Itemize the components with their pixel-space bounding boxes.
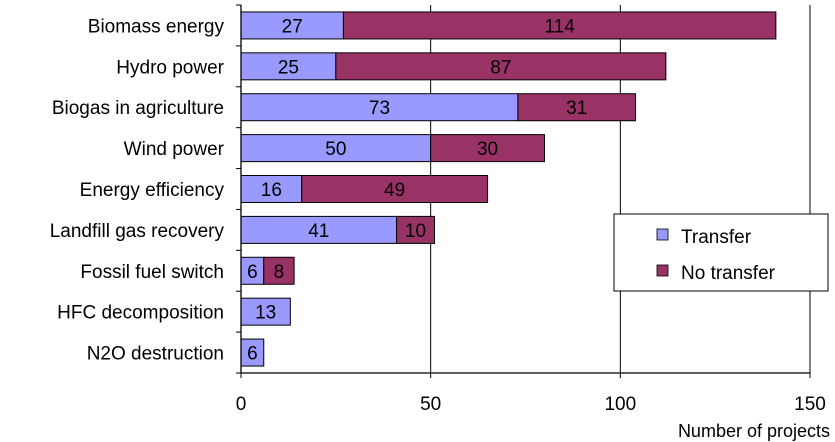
data-label-0-8: 6 bbox=[247, 344, 258, 365]
category-label-8: N2O destruction bbox=[87, 344, 224, 365]
category-label-7: HFC decomposition bbox=[57, 303, 224, 324]
data-label-1-2: 31 bbox=[566, 98, 587, 119]
data-label-0-3: 50 bbox=[325, 139, 346, 160]
data-label-0-5: 41 bbox=[308, 221, 329, 242]
category-labels: Biomass energy Hydro power Biogas in agric… bbox=[50, 16, 225, 364]
bar-1-4 bbox=[301, 175, 489, 203]
bar-1-3 bbox=[430, 134, 545, 163]
axes bbox=[236, 4, 811, 378]
bar-0-7 bbox=[240, 297, 291, 326]
data-label-0-0: 27 bbox=[282, 16, 303, 37]
category-label-3: Wind power bbox=[124, 139, 225, 160]
data-label-0-2: 73 bbox=[369, 98, 390, 119]
bar-1-6 bbox=[263, 256, 295, 285]
data-label-1-3: 30 bbox=[477, 139, 498, 160]
category-label-0: Biomass energy bbox=[88, 16, 225, 37]
tick-labels: 0 50 100 150 bbox=[236, 394, 826, 415]
bar-0-0 bbox=[240, 11, 344, 40]
data-label-0-7: 13 bbox=[255, 303, 276, 324]
x-tick-label-2: 100 bbox=[604, 394, 636, 415]
bar-1-2 bbox=[517, 93, 637, 122]
data-label-1-6: 8 bbox=[274, 262, 285, 283]
category-label-2: Biogas in agriculture bbox=[52, 98, 224, 119]
data-label-1-4: 49 bbox=[384, 180, 405, 201]
legend-swatch-no-transfer bbox=[656, 264, 669, 277]
x-axis-title: Number of projects bbox=[678, 421, 830, 441]
legend-swatch-transfer bbox=[656, 228, 669, 241]
category-label-5: Landfill gas recovery bbox=[50, 221, 225, 242]
legend-box bbox=[613, 213, 829, 292]
bar-0-2 bbox=[240, 93, 519, 122]
data-label-0-6: 6 bbox=[247, 262, 258, 283]
data-label-0-4: 16 bbox=[261, 180, 282, 201]
data-label-1-0: 114 bbox=[544, 16, 575, 37]
data-label-0-1: 25 bbox=[278, 57, 299, 78]
category-label-4: Energy efficiency bbox=[80, 180, 225, 201]
bar-1-1 bbox=[335, 52, 667, 81]
bar-1-5 bbox=[396, 215, 435, 244]
category-label-6: Fossil fuel switch bbox=[80, 262, 224, 283]
legend: Transfer No transfer bbox=[613, 213, 829, 292]
x-tick-label-1: 50 bbox=[420, 394, 441, 415]
data-label-1-1: 87 bbox=[490, 57, 511, 78]
x-tick-label-3: 150 bbox=[794, 394, 826, 415]
x-tick-label-0: 0 bbox=[236, 394, 247, 415]
category-label-1: Hydro power bbox=[116, 57, 224, 78]
bar-1-0 bbox=[342, 11, 777, 40]
data-label-1-5: 10 bbox=[405, 221, 426, 242]
legend-label-no-transfer: No transfer bbox=[681, 263, 776, 284]
legend-label-transfer: Transfer bbox=[681, 227, 752, 248]
bar-0-1 bbox=[240, 52, 337, 81]
